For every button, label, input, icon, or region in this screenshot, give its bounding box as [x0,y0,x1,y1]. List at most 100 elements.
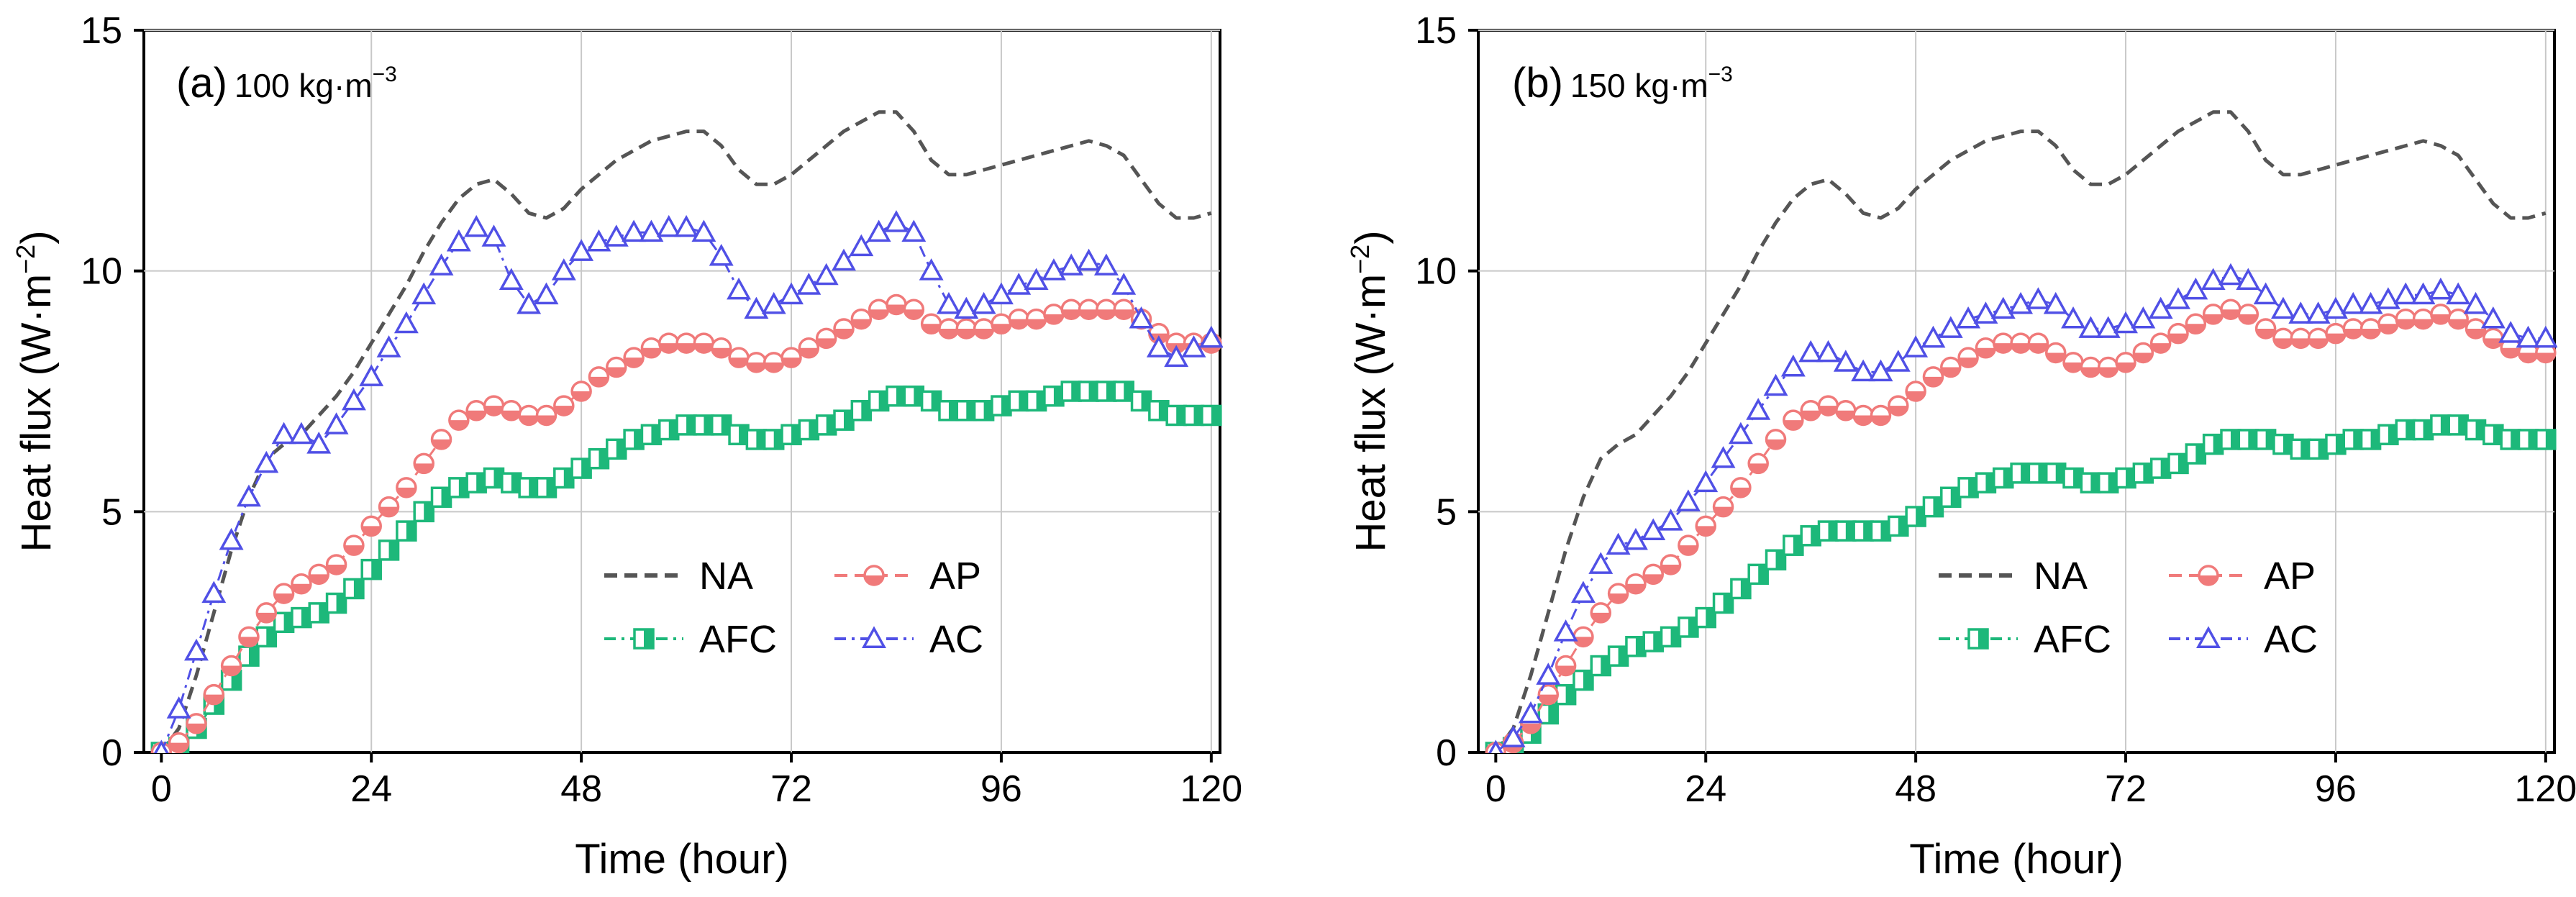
point-b-ac-43 [2236,268,2261,291]
chart-panel-a: 0 24 48 72 96 120 0 5 10 15 (a) 100 kg·m−3 Time (h… [11,10,1242,883]
point-b-ap-33 [2062,352,2084,373]
y-tick-label-a-5: 5 [101,491,122,533]
point-b-ac-4 [1553,619,1578,642]
point-b-afc-4 [1555,683,1577,706]
point-b-ap-24 [1905,381,1926,402]
point-a-ap-23 [553,395,575,416]
point-a-ap-12 [360,515,382,537]
point-a-ap-39 [833,318,855,340]
point-a-ac-47 [971,291,996,314]
point-b-ap-44 [2254,318,2277,340]
point-a-ap-28 [640,337,663,359]
point-a-afc-34 [745,429,768,450]
point-b-ap-46 [2290,327,2312,350]
point-b-afc-8 [1625,635,1647,657]
series-layer-a [150,110,1223,753]
panel-density-exp-a: −3 [373,63,397,86]
x-tick-label-a-48: 48 [560,768,602,810]
point-b-ap-38 [2149,332,2172,354]
point-b-ap-26 [1940,356,1962,378]
point-b-ap-15 [1747,452,1769,475]
legend-item-b-ac: AC [2169,618,2318,661]
point-b-ac-56 [2463,291,2488,314]
point-b-ac-12 [1693,470,1719,493]
point-a-afc-15 [413,501,434,523]
point-a-ap-29 [658,332,680,354]
point-b-afc-15 [1747,563,1769,586]
point-b-afc-21 [1852,520,1874,542]
legend-label-a-ap: AP [929,555,981,598]
point-a-ap-49 [1008,308,1030,330]
point-a-afc-60 [1201,404,1222,427]
point-b-ac-35 [2095,316,2121,338]
point-b-ap-14 [1730,477,1752,498]
point-b-ap-48 [2325,322,2347,345]
point-b-afc-9 [1642,631,1665,652]
point-b-afc-28 [1975,472,1997,493]
point-a-ac-46 [954,296,979,319]
y-axis-label-text-b: Heat flux (W·m [1347,274,1394,552]
point-b-ac-42 [2218,263,2243,286]
point-b-ap-4 [1555,655,1577,677]
point-a-ac-7 [271,422,296,445]
point-a-ac-38 [814,263,839,286]
point-b-ap-39 [2167,322,2189,345]
point-b-ac-5 [1570,580,1596,604]
point-a-ac-12 [359,364,384,386]
legend-item-b-ap: AP [2169,555,2316,598]
point-b-ap-55 [2447,308,2469,330]
grid-b [1478,29,2554,752]
point-a-ac-11 [341,388,366,411]
point-b-afc-59 [2517,429,2539,450]
point-a-ac-41 [866,219,891,242]
point-a-ac-39 [832,248,856,271]
series-layer-b [1485,110,2557,753]
point-b-afc-3 [1537,703,1560,725]
point-b-ap-42 [2220,299,2242,320]
point-b-ac-28 [1973,301,1998,324]
point-a-ac-3 [201,580,227,604]
point-b-afc-11 [1678,616,1699,638]
legend-b: NA AP AFC AC [1939,555,2318,661]
point-a-ac-57 [1146,335,1171,358]
point-a-afc-22 [535,477,557,498]
point-b-ac-31 [2026,287,2051,309]
point-a-ap-18 [465,400,487,422]
point-a-ac-51 [1041,258,1066,281]
point-b-afc-40 [2185,443,2207,465]
point-a-ac-23 [551,258,576,281]
point-b-afc-26 [1940,486,1962,509]
point-a-ac-42 [884,210,909,232]
point-a-ac-20 [499,268,524,291]
point-a-afc-46 [955,400,978,422]
point-b-ap-32 [2044,342,2067,364]
point-a-ac-28 [639,219,664,242]
point-b-ac-41 [2200,268,2226,291]
point-b-ac-33 [2061,306,2086,329]
point-a-afc-58 [1165,404,1187,427]
point-a-afc-11 [343,578,365,600]
point-a-afc-43 [903,385,925,407]
point-b-ac-6 [1588,552,1614,574]
point-a-afc-10 [325,592,347,614]
point-b-afc-48 [2325,433,2347,455]
point-b-afc-49 [2342,429,2365,450]
point-a-afc-21 [518,477,540,498]
point-a-ap-30 [675,332,697,354]
point-a-ac-6 [254,450,279,473]
point-a-ap-46 [955,318,978,340]
point-b-ap-12 [1695,515,1716,537]
point-a-afc-8 [291,606,312,629]
point-a-ap-35 [763,352,785,373]
point-a-ap-42 [886,293,907,316]
y-tick-label-b-5: 5 [1436,491,1457,533]
point-b-ap-56 [2465,318,2487,340]
point-b-ac-60 [2533,325,2557,348]
point-b-ac-10 [1658,509,1683,531]
point-a-afc-45 [938,400,960,422]
point-a-ac-16 [429,253,454,276]
point-a-ap-15 [413,452,434,475]
point-a-ac-1 [166,696,191,719]
point-b-afc-43 [2237,429,2259,450]
